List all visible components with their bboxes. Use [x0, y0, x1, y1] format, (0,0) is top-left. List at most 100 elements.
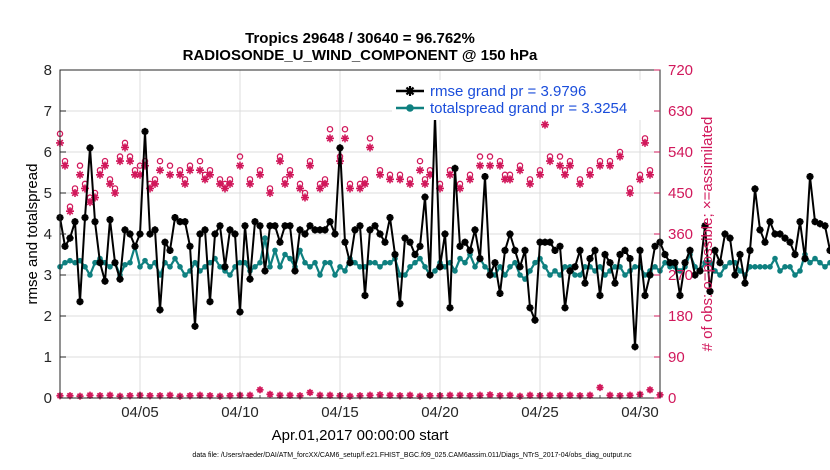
rmse-point — [631, 343, 639, 351]
totalspread-point — [302, 259, 308, 266]
obs-assimilated-point — [561, 170, 569, 179]
rmse-point — [526, 304, 534, 312]
obs-assimilated-point — [201, 175, 209, 184]
obs-assimilated-point — [181, 179, 189, 188]
obs-assimilated-point — [86, 198, 94, 207]
x-tick-label: 04/25 — [521, 404, 559, 421]
rmse-point — [701, 222, 709, 230]
y-tick-label-left: 3 — [44, 267, 52, 284]
rmse-point — [186, 242, 194, 250]
rmse-point — [451, 164, 459, 172]
totalspread-point — [322, 259, 328, 266]
obs-assimilated-point — [121, 143, 129, 152]
totalspread-point — [412, 259, 418, 266]
rmse-point — [811, 218, 819, 226]
obs-assimilated-point — [61, 161, 69, 170]
rmse-point — [376, 230, 384, 238]
obs-bottom-assimilated-point — [526, 391, 534, 399]
rmse-point — [241, 222, 249, 230]
rmse-point — [581, 279, 589, 287]
obs-assimilated-point — [386, 175, 394, 184]
rmse-point — [346, 259, 354, 267]
obs-assimilated-point — [536, 170, 544, 179]
totalspread-point — [767, 264, 773, 270]
y-tick-label-right: 180 — [668, 308, 693, 325]
totalspread-point — [192, 259, 198, 266]
totalspread-point — [652, 264, 658, 270]
rmse-point — [546, 238, 554, 246]
obs-bottom-assimilated-point — [546, 391, 554, 399]
rmse-point — [746, 246, 754, 254]
rmse-point — [741, 279, 749, 287]
obs-assimilated-point — [286, 170, 294, 179]
rmse-point — [506, 230, 514, 238]
y-tick-label-right: 360 — [668, 226, 693, 243]
obs-bottom-possible-point — [407, 392, 413, 398]
rmse-point — [711, 246, 719, 254]
rmse-point — [141, 127, 149, 136]
obs-assimilated-point — [406, 179, 414, 188]
totalspread-point — [307, 264, 313, 270]
obs-bottom-possible-point — [447, 392, 453, 398]
y-tick-label-right: 90 — [668, 349, 685, 366]
obs-assimilated-point — [576, 179, 584, 188]
rmse-point — [211, 230, 219, 238]
totalspread-point — [227, 272, 233, 278]
obs-assimilated-point — [541, 120, 549, 129]
obs-assimilated-point — [301, 193, 309, 202]
totalspread-point — [272, 247, 278, 254]
obs-bottom-possible-point — [527, 392, 533, 398]
rmse-point — [676, 291, 684, 300]
rmse-point — [381, 238, 389, 246]
obs-possible-point — [236, 153, 244, 160]
totalspread-point — [317, 272, 323, 278]
rmse-point — [806, 173, 814, 181]
x-tick-label: 04/15 — [321, 404, 359, 421]
rmse-point — [476, 255, 484, 263]
rmse-point — [421, 193, 429, 201]
y-tick-label-left: 7 — [44, 103, 52, 120]
rmse-point — [111, 259, 119, 267]
obs-possible-point — [486, 153, 494, 160]
totalspread-point — [177, 264, 183, 270]
rmse-point — [661, 250, 669, 259]
obs-bottom-assimilated-point — [646, 386, 654, 394]
y-tick-label-left: 0 — [44, 390, 52, 407]
obs-assimilated-point — [246, 179, 254, 188]
rmse-point — [686, 246, 694, 254]
rmse-point — [281, 222, 289, 230]
rmse-point — [781, 234, 789, 242]
rmse-point — [596, 291, 604, 300]
totalspread-point — [632, 264, 638, 270]
rmse-point — [736, 250, 744, 259]
obs-bottom-assimilated-point — [286, 391, 294, 399]
totalspread-point — [207, 259, 213, 266]
rmse-point — [731, 271, 739, 279]
obs-bottom-assimilated-point — [446, 391, 454, 399]
obs-assimilated-point — [316, 184, 324, 193]
totalspread-point — [277, 264, 283, 270]
y-axis-left-label: rmse and totalspread — [24, 164, 41, 305]
rmse-point — [826, 246, 830, 254]
obs-assimilated-point — [226, 179, 234, 188]
obs-bottom-possible-point — [287, 392, 293, 398]
totalspread-point — [662, 259, 668, 266]
obs-bottom-possible-point — [327, 392, 333, 398]
obs-assimilated-point — [111, 189, 119, 197]
rmse-point — [181, 218, 189, 226]
rmse-point — [636, 246, 644, 254]
totalspread-point — [827, 259, 830, 266]
rmse-point — [816, 220, 824, 228]
obs-assimilated-point — [646, 170, 654, 179]
rmse-point — [356, 222, 364, 230]
obs-assimilated-point — [321, 179, 329, 188]
rmse-point — [191, 322, 199, 330]
obs-assimilated-point — [81, 184, 89, 193]
totalspread-point — [87, 272, 93, 278]
obs-assimilated-point — [546, 157, 554, 166]
totalspread-point — [787, 264, 793, 270]
rmse-point — [626, 255, 634, 263]
totalspread-point — [817, 259, 823, 266]
totalspread-point — [457, 255, 463, 262]
rmse-point — [416, 242, 424, 250]
